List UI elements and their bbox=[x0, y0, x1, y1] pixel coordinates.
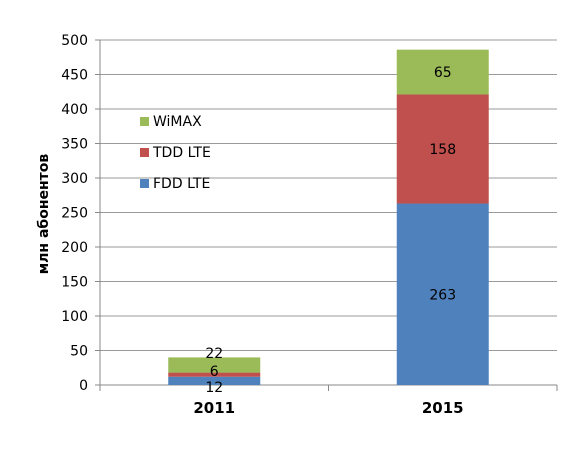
bar-fdd-lte-2015 bbox=[396, 203, 489, 385]
bar-tdd-lte-2015 bbox=[396, 94, 489, 204]
y-tick-label: 400 bbox=[61, 102, 88, 118]
legend-swatch-tdd-lte bbox=[140, 148, 149, 157]
legend-label-fdd-lte: FDD LTE bbox=[153, 176, 210, 192]
data-label-tdd-lte-2015: 158 bbox=[429, 142, 456, 158]
y-tick-label: 350 bbox=[61, 137, 88, 153]
y-tick-label: 150 bbox=[61, 275, 88, 291]
y-axis-label: млн абонентов bbox=[36, 154, 52, 275]
x-tick-label: 2011 bbox=[193, 399, 235, 417]
data-label-fdd-lte-2015: 263 bbox=[429, 287, 456, 303]
legend-label-wimax: WiMAX bbox=[153, 114, 202, 130]
y-tick-labels: 0 50 100 150 200 250 300 350 400 450 500 bbox=[61, 33, 88, 394]
y-tick-label: 300 bbox=[61, 171, 88, 187]
y-tick-label: 0 bbox=[79, 378, 88, 394]
data-label-tdd-lte-2011: 6 bbox=[210, 364, 219, 380]
y-tick-label: 500 bbox=[61, 33, 88, 49]
data-labels: 126 22 263 158 65 bbox=[205, 65, 456, 396]
data-label-fdd-lte-2011: 12 bbox=[205, 380, 223, 396]
y-tick-label: 450 bbox=[61, 68, 88, 84]
legend-swatch-fdd-lte bbox=[140, 179, 149, 188]
x-tick-label: 2015 bbox=[422, 399, 464, 417]
bar-fdd-lte-2011 bbox=[168, 376, 261, 385]
legend-swatch-wimax bbox=[140, 117, 149, 126]
legend: WiMAX TDD LTE FDD LTE bbox=[140, 114, 211, 192]
legend-label-tdd-lte: TDD LTE bbox=[152, 145, 211, 161]
y-tick-label: 50 bbox=[70, 344, 88, 360]
bar-wimax-2011 bbox=[168, 357, 261, 373]
data-label-wimax-2011: 22 bbox=[205, 346, 223, 362]
bar-tdd-lte-2011 bbox=[168, 372, 261, 377]
y-tick-label: 250 bbox=[61, 206, 88, 222]
x-tick-labels: 2011 2015 bbox=[193, 399, 463, 417]
y-tick-label: 200 bbox=[61, 240, 88, 256]
bar-wimax-2015 bbox=[396, 49, 489, 95]
data-label-wimax-2015: 65 bbox=[434, 65, 452, 81]
y-tick-label: 100 bbox=[61, 309, 88, 325]
bars bbox=[168, 49, 489, 385]
